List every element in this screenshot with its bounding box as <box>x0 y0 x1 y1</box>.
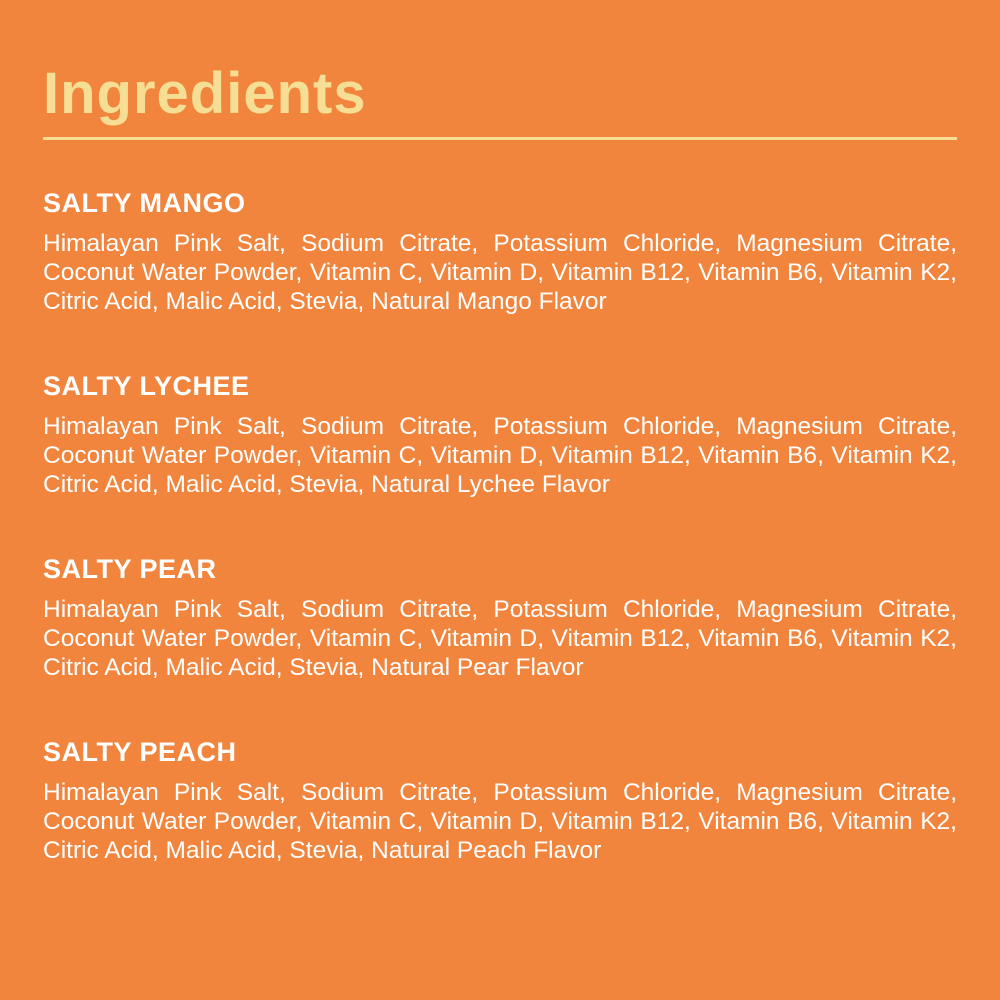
ingredient-list: Himalayan Pink Salt, Sodium Citrate, Pot… <box>43 229 957 315</box>
page-title: Ingredients <box>43 61 367 126</box>
section-heading: SALTY LYCHEE <box>43 370 250 401</box>
ingredient-section-salty-peach: SALTY PEACH Himalayan Pink Salt, Sodium … <box>43 737 957 865</box>
ingredient-sections: SALTY MANGO Himalayan Pink Salt, Sodium … <box>43 188 957 865</box>
section-heading: SALTY MANGO <box>43 187 246 218</box>
ingredient-list: Himalayan Pink Salt, Sodium Citrate, Pot… <box>43 778 957 864</box>
section-heading: SALTY PEAR <box>43 553 217 584</box>
section-heading: SALTY PEACH <box>43 736 237 767</box>
title-underline <box>43 136 957 140</box>
ingredient-list: Himalayan Pink Salt, Sodium Citrate, Pot… <box>43 412 957 498</box>
ingredient-section-salty-lychee: SALTY LYCHEE Himalayan Pink Salt, Sodium… <box>43 371 957 499</box>
ingredient-section-salty-mango: SALTY MANGO Himalayan Pink Salt, Sodium … <box>43 188 957 316</box>
ingredient-list: Himalayan Pink Salt, Sodium Citrate, Pot… <box>43 595 957 681</box>
ingredient-section-salty-pear: SALTY PEAR Himalayan Pink Salt, Sodium C… <box>43 554 957 682</box>
